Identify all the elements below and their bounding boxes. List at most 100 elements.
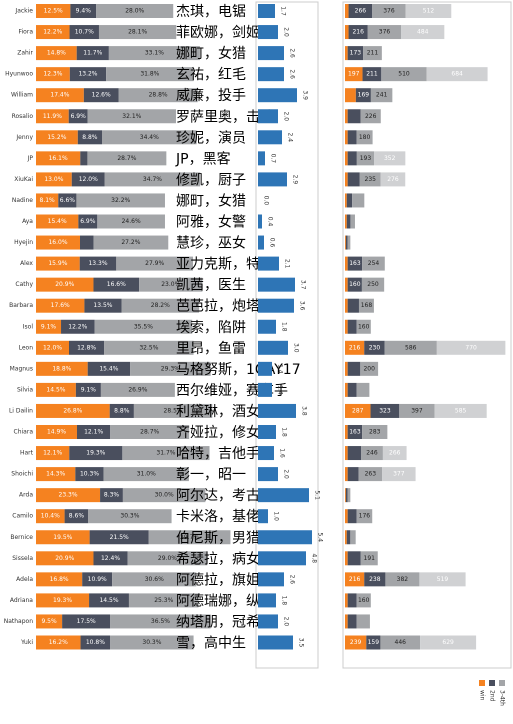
value-label: 26.8% bbox=[63, 407, 82, 414]
bar-segment bbox=[36, 340, 69, 355]
value-label: 24.6% bbox=[122, 218, 141, 225]
value-label: 586 bbox=[405, 344, 417, 351]
value-label: 283 bbox=[369, 429, 381, 436]
bar-segment bbox=[346, 193, 353, 208]
bar-segment bbox=[36, 361, 88, 376]
bar-segment bbox=[36, 214, 79, 229]
value-label: 34.4% bbox=[140, 134, 159, 141]
annotation: 伯尼斯，男猎 bbox=[176, 530, 260, 546]
value-label: 180 bbox=[359, 134, 371, 141]
category-label: Nathapon bbox=[4, 618, 33, 625]
category-label: Hyunwoo bbox=[5, 71, 33, 78]
bar-segment bbox=[93, 551, 128, 566]
value-label: 9.4% bbox=[76, 8, 92, 15]
bar bbox=[258, 635, 293, 650]
value-label: 173 bbox=[350, 50, 362, 57]
value-label: 21.5% bbox=[110, 534, 129, 541]
value-label: 30.3% bbox=[120, 513, 139, 520]
bar-segment bbox=[382, 446, 407, 461]
value-label: 8.3% bbox=[104, 492, 120, 499]
value-label: 2.0 bbox=[283, 27, 290, 37]
bar-segment bbox=[87, 361, 131, 376]
value-label: 585 bbox=[455, 407, 467, 414]
bar-segment bbox=[88, 509, 172, 524]
value-label: 159 bbox=[368, 639, 380, 646]
value-label: 28.2% bbox=[151, 302, 170, 309]
bar-segment bbox=[436, 340, 506, 355]
value-label: 6.9% bbox=[71, 113, 87, 120]
bar-segment bbox=[106, 67, 194, 82]
value-label: 14.8% bbox=[47, 50, 66, 57]
value-label: 770 bbox=[465, 344, 477, 351]
bar-segment bbox=[116, 256, 194, 271]
bar-segment bbox=[36, 88, 84, 103]
value-label: 18.8% bbox=[52, 365, 71, 372]
bar-segment bbox=[372, 4, 406, 18]
value-label: 14.9% bbox=[47, 429, 66, 436]
value-label: 10.7% bbox=[75, 29, 94, 36]
bar bbox=[258, 88, 297, 103]
bar-segment bbox=[104, 340, 194, 355]
bar-segment bbox=[347, 235, 351, 250]
value-label: 684 bbox=[451, 71, 463, 78]
value-label: 397 bbox=[411, 407, 423, 414]
bar-segment bbox=[347, 551, 361, 566]
bar-segment bbox=[78, 214, 98, 229]
bar-segment bbox=[80, 635, 111, 650]
value-label: 12.0% bbox=[79, 176, 98, 183]
panel-frame bbox=[255, 1, 319, 669]
value-label: 28.5% bbox=[164, 407, 183, 414]
value-label: 2.1 bbox=[284, 259, 291, 269]
value-label: 197 bbox=[348, 71, 360, 78]
value-label: 27.9% bbox=[145, 260, 164, 267]
bar-segment bbox=[347, 361, 361, 376]
value-label: 28.8% bbox=[149, 92, 168, 99]
value-label: 10.9% bbox=[88, 576, 107, 583]
annotation: 菲欧娜，剑姬 bbox=[176, 25, 260, 41]
category-label: Fiora bbox=[19, 29, 34, 36]
bar-segment bbox=[370, 403, 400, 418]
bar-segment bbox=[347, 614, 357, 629]
bar-segment bbox=[419, 572, 466, 587]
category-label: Aya bbox=[22, 218, 33, 225]
bar bbox=[258, 425, 276, 439]
bar-segment bbox=[79, 256, 117, 271]
bar-segment bbox=[89, 530, 149, 545]
value-label: 13.3% bbox=[88, 260, 107, 267]
value-label: 519 bbox=[437, 576, 449, 583]
value-label: 239 bbox=[350, 639, 362, 646]
bar-segment bbox=[80, 151, 88, 166]
bar-segment bbox=[93, 277, 140, 292]
category-label: Sissela bbox=[12, 555, 33, 562]
bar-segment bbox=[420, 635, 477, 650]
bar bbox=[258, 214, 262, 229]
value-label: 1.6 bbox=[279, 448, 286, 458]
value-label: 29.0% bbox=[158, 555, 177, 562]
bar-segment bbox=[36, 193, 59, 208]
value-label: 14.5% bbox=[99, 597, 118, 604]
bar-segment bbox=[345, 614, 348, 629]
legend-label: 2nd bbox=[489, 690, 496, 702]
value-label: 160 bbox=[349, 281, 361, 288]
bar-segment bbox=[374, 151, 406, 166]
bar bbox=[258, 488, 309, 503]
value-label: 169 bbox=[358, 92, 370, 99]
value-label: 15.4% bbox=[48, 218, 67, 225]
value-label: 25.3% bbox=[154, 597, 173, 604]
bar-segment bbox=[382, 467, 416, 482]
bar-segment bbox=[380, 172, 406, 187]
value-label: 10.4% bbox=[41, 513, 60, 520]
annotation: 玄祐，红毛 bbox=[176, 66, 246, 83]
value-label: 216 bbox=[352, 29, 364, 36]
bar-segment bbox=[36, 319, 62, 334]
value-label: 20.9% bbox=[55, 281, 74, 288]
bar-segment bbox=[345, 256, 348, 271]
bar-segment bbox=[345, 361, 348, 376]
bar-segment bbox=[110, 614, 211, 629]
value-label: 4.8 bbox=[311, 554, 318, 564]
bar bbox=[258, 593, 276, 608]
bar-segment bbox=[356, 382, 370, 397]
bar-segment bbox=[347, 298, 359, 313]
bar-segment bbox=[36, 235, 80, 250]
bar-segment bbox=[356, 509, 373, 524]
